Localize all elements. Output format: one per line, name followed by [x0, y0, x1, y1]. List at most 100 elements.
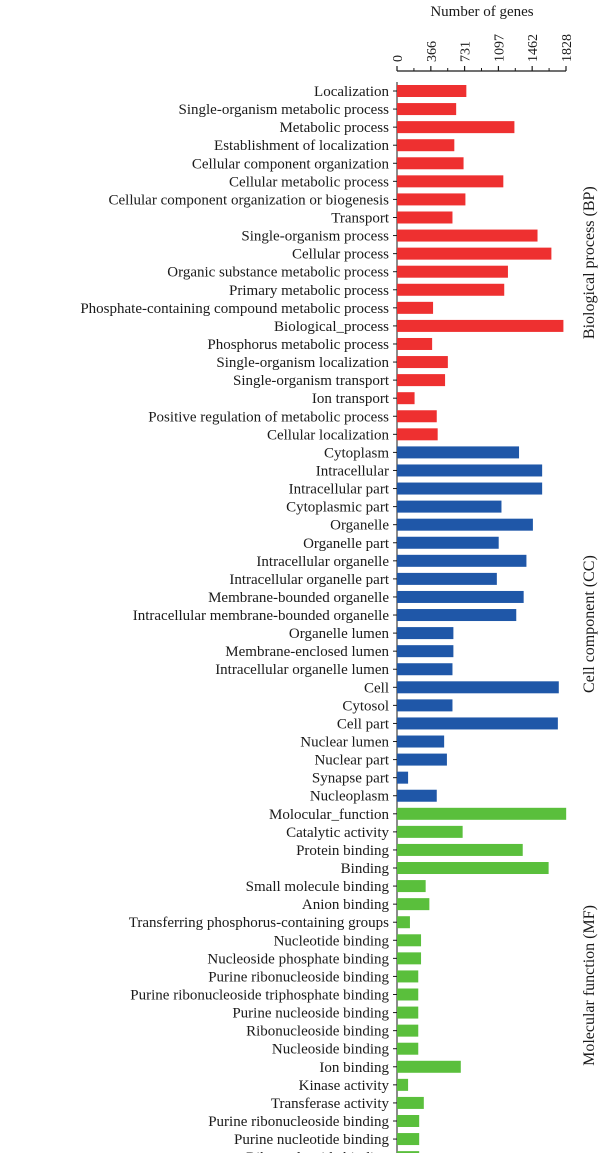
category-label: Purine ribonucleoside triphosphate bindi… [130, 988, 389, 1004]
bar [397, 970, 419, 983]
category-label: Ribonucleoside binding [246, 1150, 389, 1153]
bar [397, 1096, 424, 1109]
bar [397, 121, 515, 134]
category-label: Organelle [330, 518, 389, 534]
category-label: Transferase activity [271, 1096, 390, 1112]
bar [397, 681, 559, 694]
x-axis-title: Number of genes [430, 4, 533, 20]
bar [397, 699, 453, 712]
category-labels: Localization Single-organism metabolic pr… [80, 84, 390, 1153]
category-label: Organelle lumen [289, 626, 390, 642]
category-label: Synapse part [312, 771, 390, 787]
bar [397, 627, 454, 640]
bar [397, 843, 523, 856]
bar [397, 1078, 409, 1091]
bar [397, 572, 497, 585]
bar [397, 428, 438, 441]
category-label: Localization [314, 84, 389, 100]
category-label: Binding [341, 861, 390, 877]
bar [397, 500, 502, 513]
category-label: Cellular component organization or bioge… [109, 192, 390, 208]
bar [397, 717, 558, 730]
bar [397, 663, 453, 676]
bar [397, 229, 538, 242]
category-label: Organelle part [303, 536, 390, 552]
bar [397, 590, 524, 603]
category-label: Anion binding [302, 897, 390, 913]
category-label: Purine nucleoside binding [232, 1006, 389, 1022]
x-axis: 0 366 731 1097 1462 1828 [391, 34, 575, 1153]
bar [397, 247, 552, 260]
category-label: Single-organism transport [233, 373, 390, 389]
category-label: Establishment of localization [214, 138, 389, 154]
x-tick-label: 731 [459, 41, 474, 62]
category-label: Transferring phosphorus-containing group… [129, 915, 389, 931]
category-label: Protein binding [296, 843, 389, 859]
bar [397, 175, 504, 188]
category-label: Cellular component organization [192, 156, 390, 172]
category-label: Cellular metabolic process [229, 174, 389, 190]
group-title: Molecular function (MF) [581, 905, 598, 1066]
x-tick-label: 1097 [492, 34, 507, 62]
bar [397, 193, 466, 206]
category-label: Phosphorus metabolic process [207, 337, 389, 353]
category-label: Transport [331, 210, 390, 226]
bar [397, 789, 437, 802]
bar [397, 825, 463, 838]
bar [397, 753, 447, 766]
category-label: Nucleoplasm [310, 789, 389, 805]
category-label: Nucleoside phosphate binding [207, 951, 389, 967]
bar [397, 1006, 419, 1019]
bar [397, 807, 567, 820]
category-label: Ribonucleoside binding [246, 1024, 389, 1040]
bar [397, 1060, 461, 1073]
category-label: Kinase activity [299, 1078, 390, 1094]
category-label: Positive regulation of metabolic process [148, 409, 389, 425]
category-label: Organic substance metabolic process [167, 265, 389, 281]
bar [397, 771, 409, 784]
x-tick-label: 1828 [560, 34, 575, 62]
bar [397, 735, 445, 748]
group-titles: Biological process (BP) Cell component (C… [581, 186, 598, 1066]
bar [397, 1042, 419, 1055]
bar [397, 554, 527, 567]
bar [397, 337, 433, 350]
category-label: Nucleoside binding [272, 1042, 390, 1058]
bar [397, 916, 410, 929]
bar [397, 374, 446, 387]
category-label: Cytoplasmic part [286, 500, 390, 516]
category-label: Intracellular [316, 463, 389, 479]
bar [397, 518, 533, 531]
bar-series [397, 85, 567, 1153]
category-label: Nucleotide binding [274, 933, 390, 949]
category-label: Ion binding [319, 1060, 389, 1076]
bar [397, 85, 467, 97]
category-label: Purine nucleotide binding [234, 1132, 389, 1148]
category-label: Phosphate-containing compound metabolic … [80, 301, 389, 317]
x-tick-label: 1462 [526, 34, 541, 62]
group-title: Biological process (BP) [581, 186, 598, 339]
bar [397, 1151, 420, 1153]
category-label: Intracellular membrane-bounded organelle [133, 608, 390, 624]
bar [397, 446, 520, 459]
bar [397, 103, 457, 116]
category-label: Cellular process [292, 247, 389, 263]
bar [397, 482, 543, 495]
category-label: Cell part [337, 716, 390, 732]
category-label: Catalytic activity [286, 825, 389, 841]
category-label: Primary metabolic process [229, 283, 389, 299]
category-label: Membrane-bounded organelle [208, 590, 389, 606]
bar [397, 464, 543, 477]
group-title: Cell component (CC) [581, 555, 598, 693]
bar [397, 301, 434, 314]
category-label: Single-organism process [241, 229, 389, 245]
category-label: Intracellular organelle part [229, 572, 389, 588]
bar [397, 356, 448, 369]
bar [397, 319, 564, 332]
bar [397, 898, 430, 911]
bar [397, 157, 464, 170]
bar [397, 536, 499, 549]
category-label: Single-organism metabolic process [178, 102, 389, 118]
category-label: Nuclear part [314, 753, 389, 769]
